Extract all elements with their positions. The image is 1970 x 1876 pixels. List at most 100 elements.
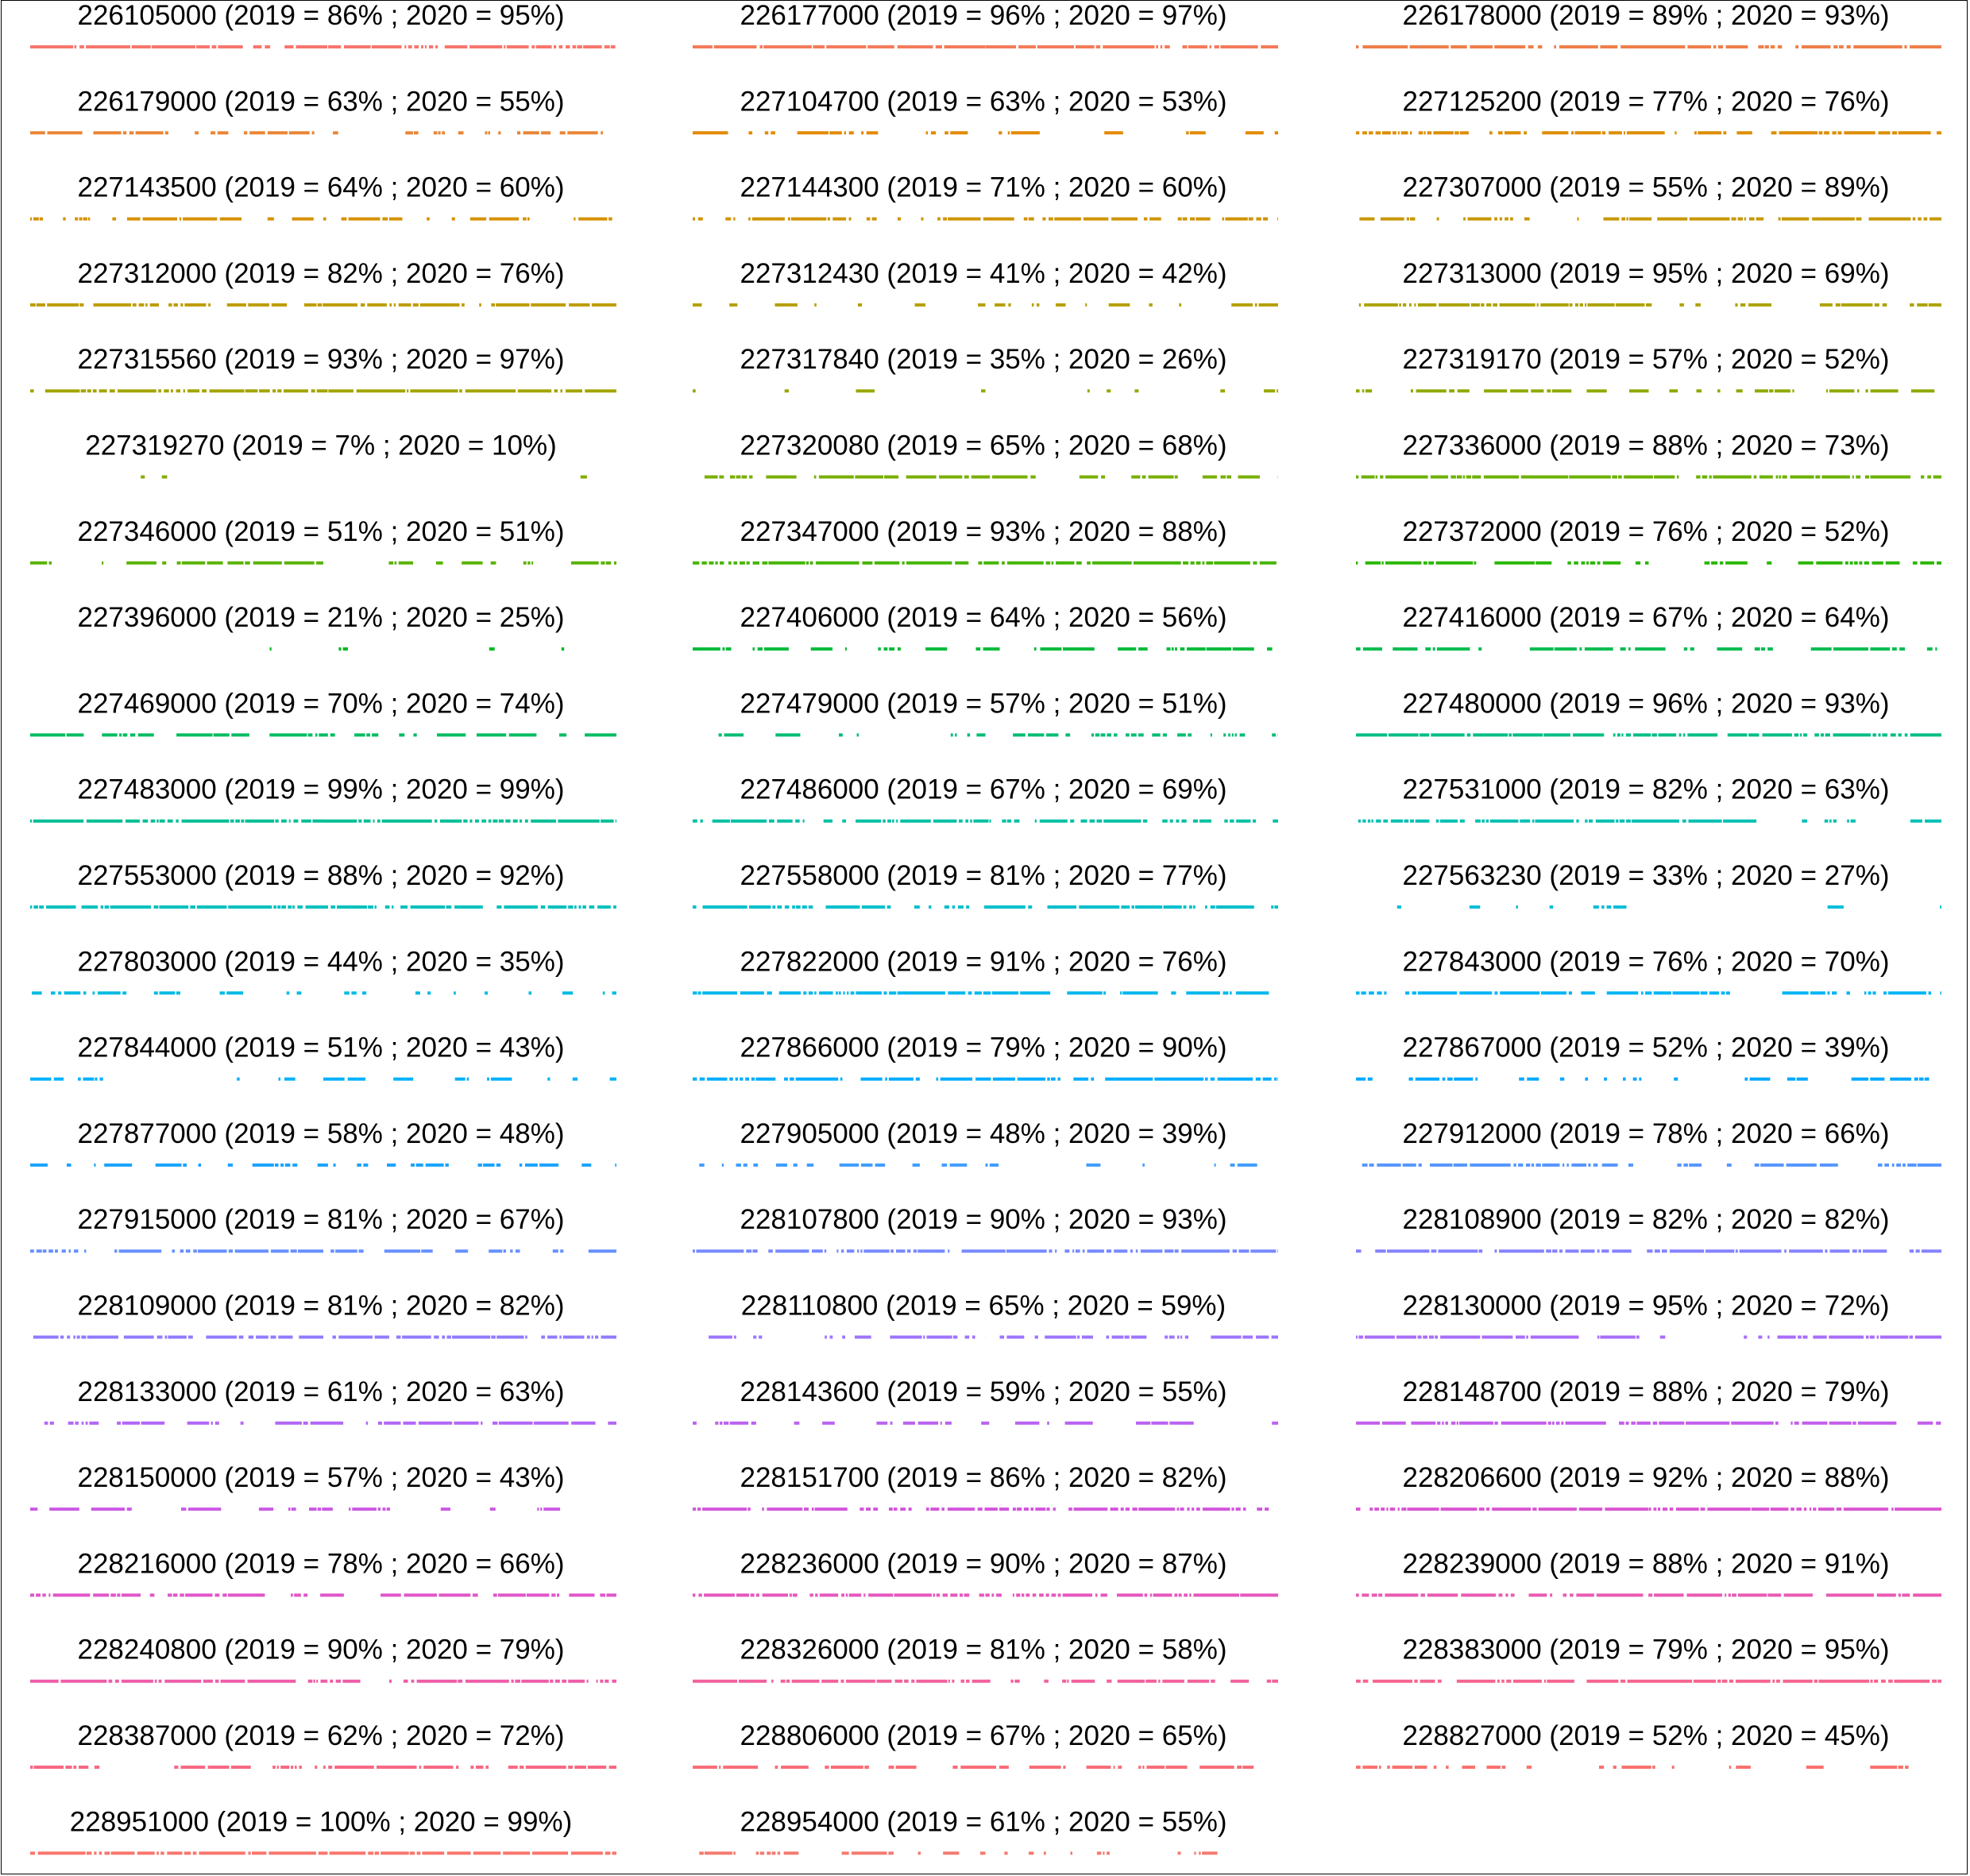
panel: 228110800 (2019 = 65% ; 2020 = 59%) <box>709 1291 1278 1339</box>
panel-label: 227822000 (2019 = 91% ; 2020 = 76%) <box>740 946 1227 977</box>
panel-label: 227844000 (2019 = 51% ; 2020 = 43%) <box>78 1033 565 1063</box>
panel-label: 228143600 (2019 = 59% ; 2020 = 55%) <box>740 1376 1227 1407</box>
panel: 227486000 (2019 = 67% ; 2020 = 69%) <box>693 774 1278 823</box>
panel-label: 227803000 (2019 = 44% ; 2020 = 35%) <box>78 946 565 977</box>
panel: 228806000 (2019 = 67% ; 2020 = 65%) <box>693 1720 1254 1769</box>
panel: 228216000 (2019 = 78% ; 2020 = 66%) <box>30 1548 616 1597</box>
panel-label: 227406000 (2019 = 64% ; 2020 = 56%) <box>740 602 1227 633</box>
panel: 227313000 (2019 = 95% ; 2020 = 69%) <box>1358 258 1941 307</box>
panel-label: 227843000 (2019 = 76% ; 2020 = 70%) <box>1403 946 1890 977</box>
panel: 227143500 (2019 = 64% ; 2020 = 60%) <box>30 172 612 221</box>
panel-label: 228110800 (2019 = 65% ; 2020 = 59%) <box>741 1291 1226 1322</box>
panel-label: 227336000 (2019 = 88% ; 2020 = 73%) <box>1403 430 1890 461</box>
panel: 227319270 (2019 = 7% ; 2020 = 10%) <box>85 430 587 479</box>
panel-label: 227372000 (2019 = 76% ; 2020 = 52%) <box>1403 516 1890 547</box>
panel: 227866000 (2019 = 79% ; 2020 = 90%) <box>693 1033 1278 1081</box>
panel: 227469000 (2019 = 70% ; 2020 = 74%) <box>30 688 616 737</box>
panel-label: 228236000 (2019 = 90% ; 2020 = 87%) <box>740 1548 1227 1579</box>
panel-label: 227312430 (2019 = 41% ; 2020 = 42%) <box>740 258 1227 289</box>
panel-label: 227531000 (2019 = 82% ; 2020 = 63%) <box>1403 774 1890 805</box>
panel-label: 227486000 (2019 = 67% ; 2020 = 69%) <box>740 774 1227 805</box>
panel-label: 228240800 (2019 = 90% ; 2020 = 79%) <box>78 1635 565 1666</box>
panel: 228236000 (2019 = 90% ; 2020 = 87%) <box>693 1548 1278 1597</box>
panel-label: 228108900 (2019 = 82% ; 2020 = 82%) <box>1403 1204 1890 1235</box>
panel: 227563230 (2019 = 33% ; 2020 = 27%) <box>1396 860 1941 909</box>
panel-label: 226178000 (2019 = 89% ; 2020 = 93%) <box>1403 1 1890 31</box>
panel-label: 227307000 (2019 = 55% ; 2020 = 89%) <box>1403 172 1890 203</box>
panel: 227317840 (2019 = 35% ; 2020 = 26%) <box>693 344 1278 393</box>
panel-label: 227483000 (2019 = 99% ; 2020 = 99%) <box>78 774 565 805</box>
panel-label: 228239000 (2019 = 88% ; 2020 = 91%) <box>1403 1548 1890 1579</box>
panel-label: 228133000 (2019 = 61% ; 2020 = 63%) <box>78 1376 565 1407</box>
panel-label: 227317840 (2019 = 35% ; 2020 = 26%) <box>740 344 1227 375</box>
panel: 227877000 (2019 = 58% ; 2020 = 48%) <box>30 1118 616 1167</box>
panel: 226177000 (2019 = 96% ; 2020 = 97%) <box>693 1 1278 48</box>
panel-label: 227416000 (2019 = 67% ; 2020 = 64%) <box>1403 602 1890 633</box>
panel: 227312000 (2019 = 82% ; 2020 = 76%) <box>30 258 616 307</box>
panel-label: 228827000 (2019 = 52% ; 2020 = 45%) <box>1403 1720 1890 1751</box>
panel: 228387000 (2019 = 62% ; 2020 = 72%) <box>30 1720 616 1769</box>
panel-label: 226177000 (2019 = 96% ; 2020 = 97%) <box>740 1 1227 31</box>
panel: 228827000 (2019 = 52% ; 2020 = 45%) <box>1356 1720 1909 1769</box>
panel: 228107800 (2019 = 90% ; 2020 = 93%) <box>693 1204 1278 1253</box>
panel: 228206600 (2019 = 92% ; 2020 = 88%) <box>1356 1462 1941 1511</box>
panel: 227531000 (2019 = 82% ; 2020 = 63%) <box>1358 774 1941 823</box>
panel-label: 228326000 (2019 = 81% ; 2020 = 58%) <box>740 1635 1227 1666</box>
panel-label: 227313000 (2019 = 95% ; 2020 = 69%) <box>1403 258 1890 289</box>
panel: 227372000 (2019 = 76% ; 2020 = 52%) <box>1356 516 1941 565</box>
panel-label: 227480000 (2019 = 96% ; 2020 = 93%) <box>1403 688 1890 719</box>
panel-label: 227144300 (2019 = 71% ; 2020 = 60%) <box>740 172 1227 203</box>
panel-label: 227104700 (2019 = 63% ; 2020 = 53%) <box>740 86 1227 117</box>
panel-label: 228951000 (2019 = 100% ; 2020 = 99%) <box>70 1806 572 1837</box>
panel: 227319170 (2019 = 57% ; 2020 = 52%) <box>1356 344 1935 393</box>
panel: 227346000 (2019 = 51% ; 2020 = 51%) <box>30 516 616 565</box>
panel-label: 227346000 (2019 = 51% ; 2020 = 51%) <box>78 516 565 547</box>
panel: 227315560 (2019 = 93% ; 2020 = 97%) <box>30 344 616 393</box>
panel: 228148700 (2019 = 88% ; 2020 = 79%) <box>1356 1376 1941 1425</box>
panel: 228951000 (2019 = 100% ; 2020 = 99%) <box>30 1806 616 1855</box>
panel-label: 226105000 (2019 = 86% ; 2020 = 95%) <box>78 1 565 31</box>
panel: 227479000 (2019 = 57% ; 2020 = 51%) <box>718 688 1278 737</box>
panel-label: 228150000 (2019 = 57% ; 2020 = 43%) <box>78 1462 565 1493</box>
panel-label: 227867000 (2019 = 52% ; 2020 = 39%) <box>1403 1033 1890 1063</box>
panel-label: 227563230 (2019 = 33% ; 2020 = 27%) <box>1403 860 1890 891</box>
panel-label: 228387000 (2019 = 62% ; 2020 = 72%) <box>78 1720 565 1751</box>
panel: 228954000 (2019 = 61% ; 2020 = 55%) <box>699 1806 1227 1855</box>
panel-label: 228130000 (2019 = 95% ; 2020 = 72%) <box>1403 1291 1890 1322</box>
panel: 228130000 (2019 = 95% ; 2020 = 72%) <box>1356 1291 1941 1339</box>
panel-label: 228216000 (2019 = 78% ; 2020 = 66%) <box>78 1548 565 1579</box>
panel-label: 228148700 (2019 = 88% ; 2020 = 79%) <box>1403 1376 1890 1407</box>
panel: 228239000 (2019 = 88% ; 2020 = 91%) <box>1356 1548 1941 1597</box>
panel-label: 227396000 (2019 = 21% ; 2020 = 25%) <box>78 602 565 633</box>
panel: 227915000 (2019 = 81% ; 2020 = 67%) <box>30 1204 616 1253</box>
panel: 227553000 (2019 = 88% ; 2020 = 92%) <box>30 860 616 909</box>
panel-label: 227319170 (2019 = 57% ; 2020 = 52%) <box>1403 344 1890 375</box>
panel: 227558000 (2019 = 81% ; 2020 = 77%) <box>693 860 1278 909</box>
panel-label: 228151700 (2019 = 86% ; 2020 = 82%) <box>740 1462 1227 1493</box>
panel: 227844000 (2019 = 51% ; 2020 = 43%) <box>30 1033 616 1081</box>
panel: 227483000 (2019 = 99% ; 2020 = 99%) <box>30 774 616 823</box>
panel: 227912000 (2019 = 78% ; 2020 = 66%) <box>1362 1118 1941 1167</box>
panel: 228143600 (2019 = 59% ; 2020 = 55%) <box>693 1376 1278 1425</box>
panel-label: 228206600 (2019 = 92% ; 2020 = 88%) <box>1403 1462 1890 1493</box>
panel-label: 228107800 (2019 = 90% ; 2020 = 93%) <box>740 1204 1227 1235</box>
panel: 227843000 (2019 = 76% ; 2020 = 70%) <box>1356 946 1941 995</box>
panel: 227480000 (2019 = 96% ; 2020 = 93%) <box>1356 688 1941 737</box>
panel: 227822000 (2019 = 91% ; 2020 = 76%) <box>693 946 1269 995</box>
panel-label: 227912000 (2019 = 78% ; 2020 = 66%) <box>1403 1118 1890 1149</box>
panel-label: 227553000 (2019 = 88% ; 2020 = 92%) <box>78 860 565 891</box>
panel-label: 228383000 (2019 = 79% ; 2020 = 95%) <box>1403 1635 1890 1666</box>
panel: 227125200 (2019 = 77% ; 2020 = 76%) <box>1356 86 1941 135</box>
panel-label: 227125200 (2019 = 77% ; 2020 = 76%) <box>1403 86 1890 117</box>
panel: 227347000 (2019 = 93% ; 2020 = 88%) <box>693 516 1277 565</box>
panel: 228326000 (2019 = 81% ; 2020 = 58%) <box>693 1635 1278 1683</box>
panel-label: 227347000 (2019 = 93% ; 2020 = 88%) <box>740 516 1227 547</box>
panel-label: 227479000 (2019 = 57% ; 2020 = 51%) <box>740 688 1227 719</box>
panel: 228109000 (2019 = 81% ; 2020 = 82%) <box>33 1291 616 1339</box>
panel: 226178000 (2019 = 89% ; 2020 = 93%) <box>1356 1 1941 48</box>
panel-label: 227320080 (2019 = 65% ; 2020 = 68%) <box>740 430 1227 461</box>
panel: 227406000 (2019 = 64% ; 2020 = 56%) <box>693 602 1273 651</box>
panel: 227104700 (2019 = 63% ; 2020 = 53%) <box>693 86 1278 135</box>
